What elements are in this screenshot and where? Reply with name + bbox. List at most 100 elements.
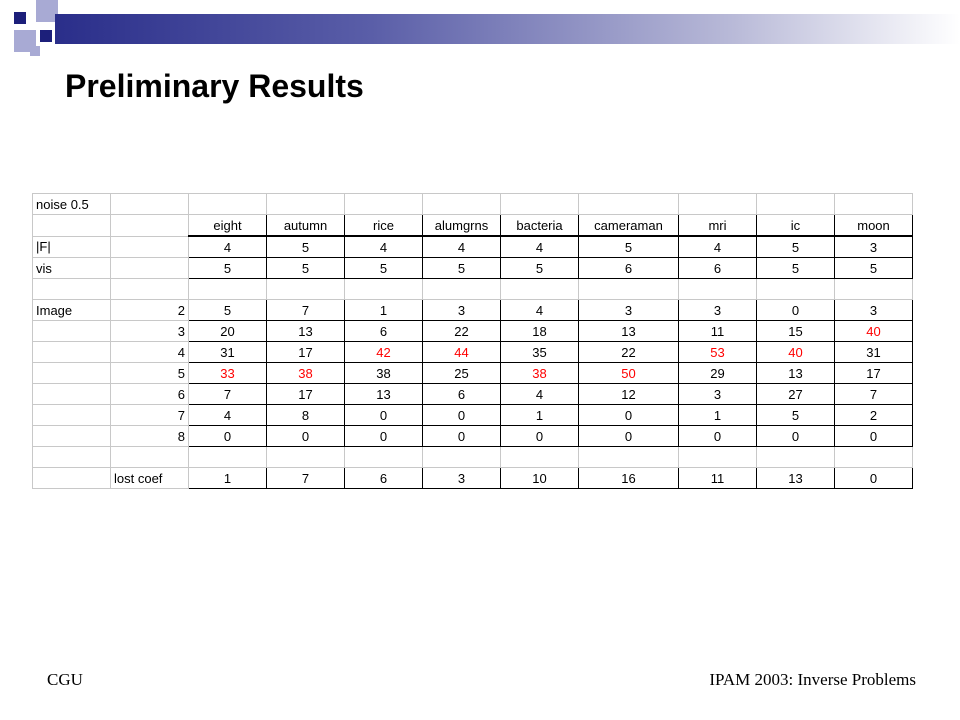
footer-left: CGU — [47, 670, 83, 689]
column-header: moon — [834, 214, 913, 237]
table-row: 6 7 17 13 6 4 12 3 27 7 — [32, 383, 913, 405]
value-cell: 33 — [188, 362, 267, 384]
row-label: |F| — [32, 235, 111, 258]
value-cell: 25 — [422, 362, 501, 384]
value-cell: 4 — [500, 299, 579, 321]
row-sublabel: 6 — [110, 383, 189, 405]
row-sublabel: 3 — [110, 320, 189, 342]
value-cell: 0 — [188, 425, 267, 447]
row-label — [32, 404, 111, 426]
empty-cell — [344, 446, 423, 468]
value-cell: 5 — [500, 257, 579, 279]
value-cell: 13 — [756, 467, 835, 489]
header-gradient-bar — [55, 14, 960, 44]
empty-cell — [32, 278, 111, 300]
value-cell: 1 — [678, 404, 757, 426]
value-cell: 0 — [344, 425, 423, 447]
value-cell: 3 — [422, 299, 501, 321]
value-cell: 4 — [500, 383, 579, 405]
value-cell: 5 — [344, 257, 423, 279]
column-header: eight — [188, 214, 267, 237]
table-row: vis 5 5 5 5 5 6 6 5 5 — [32, 257, 913, 279]
value-cell: 17 — [266, 341, 345, 363]
empty-cell — [266, 278, 345, 300]
empty-cell — [110, 278, 189, 300]
value-cell: 5 — [188, 299, 267, 321]
value-cell: 5 — [422, 257, 501, 279]
row-sublabel: 4 — [110, 341, 189, 363]
column-header-row: eight autumn rice alumgrns bacteria cameraman… — [32, 214, 913, 237]
empty-cell — [834, 278, 913, 300]
value-cell: 2 — [834, 404, 913, 426]
column-header: bacteria — [500, 214, 579, 237]
value-cell: 13 — [578, 320, 679, 342]
value-cell: 38 — [500, 362, 579, 384]
value-cell: 13 — [266, 320, 345, 342]
empty-cell — [422, 193, 501, 215]
value-cell: 0 — [756, 425, 835, 447]
value-cell: 0 — [422, 425, 501, 447]
value-cell: 4 — [188, 235, 267, 258]
value-cell: 5 — [756, 235, 835, 258]
value-cell: 0 — [756, 299, 835, 321]
value-cell: 53 — [678, 341, 757, 363]
row-label: vis — [32, 257, 111, 279]
row-label — [32, 383, 111, 405]
value-cell: 3 — [678, 383, 757, 405]
value-cell: 0 — [834, 467, 913, 489]
value-cell: 0 — [834, 425, 913, 447]
empty-cell — [678, 446, 757, 468]
value-cell: 40 — [834, 320, 913, 342]
empty-cell — [266, 446, 345, 468]
value-cell: 18 — [500, 320, 579, 342]
value-cell: 20 — [188, 320, 267, 342]
empty-cell — [578, 278, 679, 300]
value-cell: 4 — [422, 235, 501, 258]
value-cell: 0 — [578, 425, 679, 447]
row-label — [32, 425, 111, 447]
value-cell: 42 — [344, 341, 423, 363]
empty-cell — [578, 446, 679, 468]
value-cell: 5 — [266, 257, 345, 279]
empty-cell — [756, 193, 835, 215]
column-header: rice — [344, 214, 423, 237]
value-cell: 15 — [756, 320, 835, 342]
deco-square-light — [36, 0, 58, 22]
empty-cell — [266, 193, 345, 215]
empty-cell — [500, 193, 579, 215]
table-title-row: noise 0.5 — [32, 193, 913, 215]
noise-label: noise 0.5 — [32, 193, 111, 215]
empty-cell — [344, 193, 423, 215]
table-row: |F| 4 5 4 4 4 5 4 5 3 — [32, 235, 913, 258]
empty-cell — [188, 446, 267, 468]
empty-cell — [422, 278, 501, 300]
empty-cell — [578, 193, 679, 215]
value-cell: 50 — [578, 362, 679, 384]
value-cell: 5 — [756, 404, 835, 426]
table-row: Image 2 5 7 1 3 4 3 3 0 3 — [32, 299, 913, 321]
value-cell: 7 — [266, 299, 345, 321]
spacer-row — [32, 278, 913, 300]
value-cell: 35 — [500, 341, 579, 363]
value-cell: 1 — [188, 467, 267, 489]
value-cell: 4 — [678, 235, 757, 258]
value-cell: 6 — [678, 257, 757, 279]
results-table: noise 0.5 eight autumn rice alumgrns bacteria… — [32, 193, 913, 489]
value-cell: 0 — [678, 425, 757, 447]
value-cell: 12 — [578, 383, 679, 405]
value-cell: 3 — [578, 299, 679, 321]
value-cell: 4 — [188, 404, 267, 426]
empty-cell — [500, 446, 579, 468]
value-cell: 38 — [344, 362, 423, 384]
value-cell: 31 — [834, 341, 913, 363]
value-cell: 5 — [578, 235, 679, 258]
value-cell: 10 — [500, 467, 579, 489]
value-cell: 27 — [756, 383, 835, 405]
row-sublabel — [110, 235, 189, 258]
value-cell: 31 — [188, 341, 267, 363]
value-cell: 5 — [188, 257, 267, 279]
row-sublabel: 5 — [110, 362, 189, 384]
value-cell: 5 — [756, 257, 835, 279]
spacer-row — [32, 446, 913, 468]
empty-cell — [110, 214, 189, 237]
